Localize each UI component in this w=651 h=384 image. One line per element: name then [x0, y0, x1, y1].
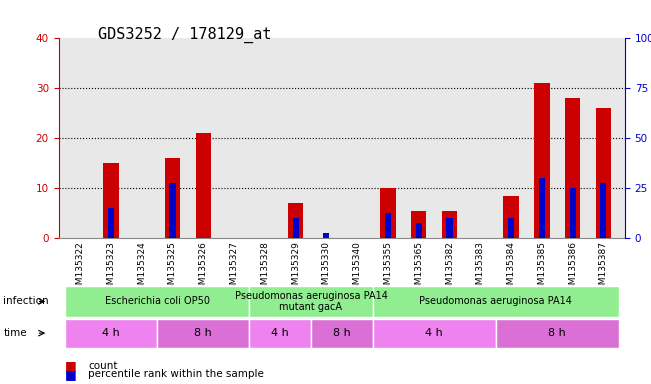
Bar: [596, 108, 611, 238]
Text: 8 h: 8 h: [195, 328, 212, 338]
Bar: [508, 218, 514, 238]
Text: Pseudomonas aeruginosa PA14
mutant gacA: Pseudomonas aeruginosa PA14 mutant gacA: [234, 291, 387, 312]
Text: 4 h: 4 h: [425, 328, 443, 338]
Bar: [195, 133, 211, 238]
Bar: [447, 218, 452, 238]
Bar: [600, 183, 607, 238]
Bar: [108, 208, 114, 238]
Bar: [570, 188, 575, 238]
Bar: [442, 210, 457, 238]
Text: 8 h: 8 h: [548, 328, 566, 338]
Text: ■: ■: [65, 359, 77, 372]
Bar: [380, 188, 396, 238]
Bar: [565, 98, 580, 238]
Bar: [169, 183, 176, 238]
Text: Escherichia coli OP50: Escherichia coli OP50: [105, 296, 210, 306]
Text: time: time: [3, 328, 27, 338]
Bar: [292, 218, 299, 238]
Bar: [534, 83, 549, 238]
Text: Pseudomonas aeruginosa PA14: Pseudomonas aeruginosa PA14: [419, 296, 572, 306]
Text: count: count: [88, 361, 117, 371]
Text: 8 h: 8 h: [333, 328, 351, 338]
Bar: [411, 210, 426, 238]
Bar: [165, 158, 180, 238]
Bar: [539, 178, 545, 238]
Text: GDS3252 / 178129_at: GDS3252 / 178129_at: [98, 27, 271, 43]
Bar: [385, 213, 391, 238]
Text: 4 h: 4 h: [271, 328, 289, 338]
Bar: [415, 223, 422, 238]
Text: percentile rank within the sample: percentile rank within the sample: [88, 369, 264, 379]
Text: infection: infection: [3, 296, 49, 306]
Bar: [288, 203, 303, 238]
Bar: [503, 195, 519, 238]
Bar: [104, 163, 118, 238]
Bar: [324, 233, 329, 238]
Text: 4 h: 4 h: [102, 328, 120, 338]
Text: ■: ■: [65, 368, 77, 381]
